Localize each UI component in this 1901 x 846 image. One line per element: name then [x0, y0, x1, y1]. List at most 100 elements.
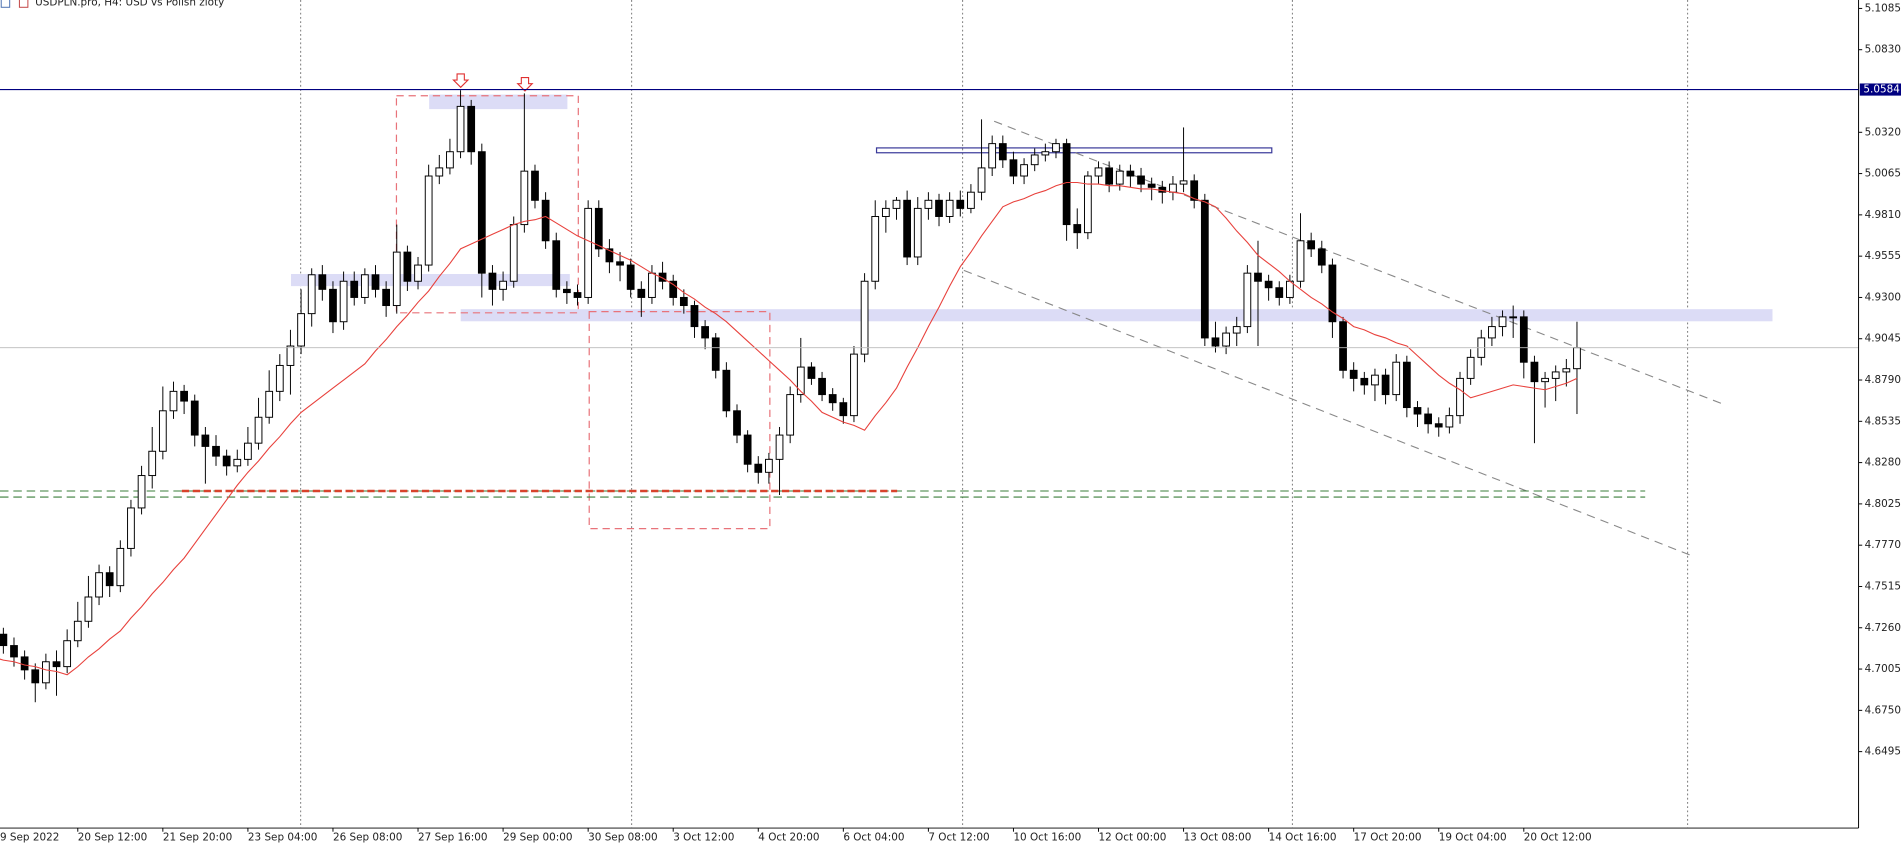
candle-body: [339, 280, 348, 323]
candle-body: [733, 410, 741, 436]
x-tick-label: 26 Sep 08:00: [333, 832, 402, 844]
header: USDPLN.pro, H4: USD vs Polish zloty: [0, 0, 224, 8]
x-tick-label: 20 Sep 12:00: [78, 832, 147, 844]
candle-body: [701, 326, 709, 339]
x-tick-label: 20 Oct 12:00: [1524, 832, 1592, 844]
y-tick-label: 4.7005: [1865, 663, 1901, 675]
candle-body: [148, 450, 157, 477]
candle-body: [116, 547, 125, 587]
candle-body: [1062, 143, 1071, 226]
candle-body: [722, 369, 731, 412]
candle-body: [563, 288, 571, 294]
y-tick-label: 4.8535: [1865, 415, 1901, 427]
candle-body: [1254, 272, 1262, 282]
candle-body: [52, 661, 61, 668]
x-tick-label: 3 Oct 12:00: [673, 832, 734, 844]
candle-body: [605, 248, 614, 263]
candle-body: [1371, 374, 1379, 386]
candle-body: [127, 507, 135, 549]
candle-body: [1009, 159, 1018, 177]
candle-body: [1041, 151, 1050, 156]
candle-body: [1211, 337, 1220, 347]
candle-body: [584, 207, 593, 298]
candle-body: [467, 105, 476, 153]
candle-body: [1020, 164, 1028, 177]
candle-body: [329, 288, 337, 323]
candle-body: [244, 442, 252, 460]
candle-body: [754, 463, 763, 473]
candle-body: [1445, 415, 1454, 428]
arrow: [452, 73, 470, 89]
candle-body: [20, 656, 29, 671]
candle-body: [1232, 326, 1241, 334]
candle-body: [1328, 264, 1337, 323]
candle-body: [1349, 369, 1358, 379]
candle-body: [658, 272, 667, 282]
zone: [429, 94, 568, 110]
arrow: [516, 77, 534, 92]
y-tick-label: 5.0065: [1865, 168, 1901, 180]
candle-body: [1562, 368, 1571, 373]
candle-body: [1360, 377, 1369, 386]
candle-body: [1402, 361, 1411, 409]
candle-body: [775, 434, 784, 460]
candle-body: [254, 416, 263, 444]
candle-body: [84, 596, 93, 622]
candle-body: [967, 191, 975, 209]
x-tick-label: 29 Sep 00:00: [503, 832, 572, 844]
candle-body: [222, 455, 231, 467]
resistance-box: [875, 147, 1273, 154]
candle-body: [935, 199, 943, 217]
x-tick-label: 6 Oct 04:00: [843, 832, 904, 844]
candle-body: [1105, 167, 1114, 185]
candle-body: [499, 280, 507, 290]
candle-body: [690, 305, 699, 328]
candle-body: [360, 274, 369, 298]
x-tick-label: 27 Sep 16:00: [418, 832, 487, 844]
candle-body: [403, 251, 412, 282]
candle-body: [1530, 361, 1539, 383]
candle-body: [850, 353, 858, 417]
candle-body: [1243, 272, 1252, 328]
x-tick-label: 19 Oct 04:00: [1439, 832, 1507, 844]
zones: [0, 73, 1773, 557]
icon: [0, 0, 11, 8]
candle-body: [711, 337, 720, 371]
candle-body: [424, 175, 433, 266]
y-tick-label: 5.0320: [1865, 126, 1901, 138]
candle-body: [10, 645, 18, 658]
candle-body: [435, 167, 444, 177]
y-tick-label: 4.9810: [1865, 209, 1901, 221]
candle-body: [1307, 240, 1316, 250]
candle-body: [669, 280, 678, 298]
candle-body: [871, 216, 880, 282]
candle-body: [307, 274, 316, 315]
candle-body: [998, 143, 1007, 161]
candle-body: [350, 280, 359, 298]
price-label-box: [1859, 83, 1901, 96]
candle-body: [818, 377, 826, 396]
candle-body: [796, 366, 805, 396]
candle-body: [988, 143, 997, 169]
y-tick-label: 4.7515: [1865, 580, 1901, 592]
candle-body: [414, 264, 422, 282]
candle-body: [1147, 183, 1156, 188]
candle-body: [1317, 248, 1326, 266]
candle-body: [828, 394, 837, 404]
marks: [0, 90, 1859, 703]
candle-body: [616, 261, 624, 266]
candle-body: [626, 264, 635, 290]
y-tick-label: 4.9045: [1865, 333, 1901, 345]
y-tick-label: 4.9300: [1865, 291, 1901, 303]
moving-average: [0, 181, 1578, 676]
y-tick-label: 5.1085: [1865, 2, 1901, 14]
x-tick-label: 23 Sep 04:00: [248, 832, 317, 844]
candle-body: [531, 170, 539, 201]
candle-body: [1551, 371, 1560, 379]
zone: [460, 309, 1773, 322]
candle-body: [158, 410, 167, 452]
candle-body: [73, 620, 82, 642]
x-tick-label: 13 Oct 08:00: [1184, 832, 1252, 844]
candle-body: [1392, 361, 1401, 396]
candle-body: [1115, 170, 1124, 185]
